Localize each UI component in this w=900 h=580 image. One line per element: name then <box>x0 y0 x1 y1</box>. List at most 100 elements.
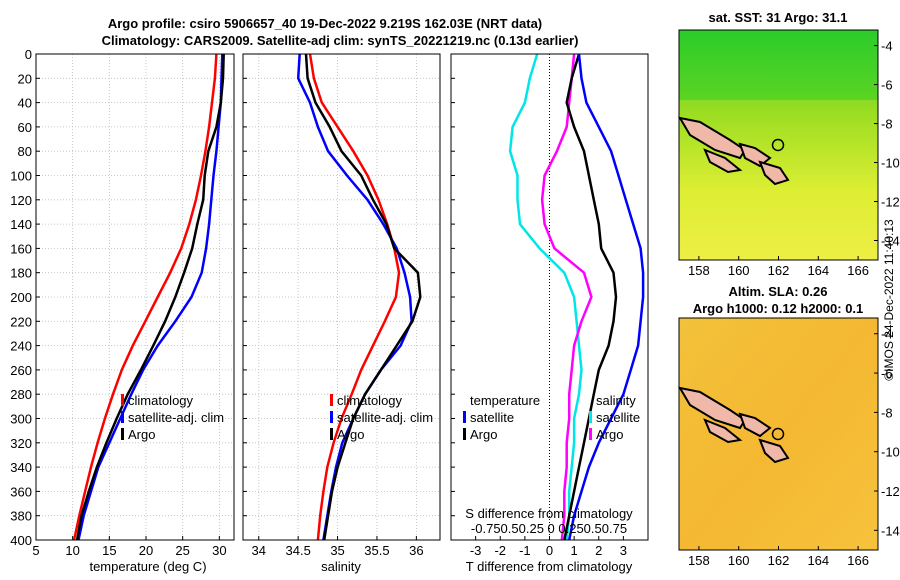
map-x-tick-label: 164 <box>807 263 829 278</box>
y-tick-label: 320 <box>10 436 32 451</box>
difference-legend: temperature satellite Argo salinity sate… <box>463 393 640 442</box>
y-tick-label: 80 <box>18 144 32 159</box>
map-y-tick-label: -6 <box>881 78 893 93</box>
series-satellite-adj-clim <box>77 53 224 541</box>
y-tick-label: 180 <box>10 266 32 281</box>
map-x-tick-label: 162 <box>768 553 790 568</box>
legend-label-argo: Argo <box>128 427 155 442</box>
x-tick-label: -3 <box>470 543 482 558</box>
legend-swatch-argo <box>330 428 333 440</box>
figure-title-line1: Argo profile: csiro 5906657_40 19-Dec-20… <box>108 16 542 31</box>
sst-island-3 <box>758 160 790 186</box>
x-tick-label: -2 <box>494 543 506 558</box>
series-satellite-adj-clim <box>296 53 413 541</box>
y-tick-label: 360 <box>10 484 32 499</box>
x-tick-label: 0 <box>546 543 553 558</box>
map-y-tick-label: -4 <box>881 327 893 342</box>
x-tick-label: 30 <box>212 543 226 558</box>
legend-swatch-s-argo <box>589 428 592 440</box>
sla-island-3 <box>758 438 790 464</box>
x-tick-label: 34 <box>252 543 266 558</box>
legend-label-t-argo: Argo <box>470 427 497 442</box>
map-y-tick-label: -8 <box>881 117 893 132</box>
x-tick-label: 34.5 <box>286 543 311 558</box>
sst-map-ticks: 158 160 162 164 166 -4 -6 -8 -10 -12 -14 <box>688 39 900 278</box>
map-x-tick-label: 160 <box>728 263 750 278</box>
x-tick-label: 25 <box>175 543 189 558</box>
difference-panel: -3 -2 -1 0 1 2 3 <box>450 53 649 558</box>
y-tick-label: 380 <box>10 509 32 524</box>
series-argo <box>75 53 225 541</box>
y-tick-label: 160 <box>10 241 32 256</box>
x-tick-label: 15 <box>102 543 116 558</box>
sla-island-2 <box>738 412 772 438</box>
sla-map-ticks: 158 160 162 164 166 -4 -6 -8 -10 -12 -14 <box>688 327 900 568</box>
x-tick-label: 3 <box>620 543 627 558</box>
y-tick-label: 220 <box>10 314 32 329</box>
legend-swatch-t-argo <box>463 428 466 440</box>
x-tick-label: 1 <box>571 543 578 558</box>
sla-map-title: Altim. SLA: 0.26 <box>729 284 828 299</box>
legend-swatch-s-satellite <box>589 411 592 423</box>
y-tick-label: 120 <box>10 193 32 208</box>
map-x-tick-label: 158 <box>688 263 710 278</box>
legend-swatch-argo <box>121 428 124 440</box>
x-tick-label: 36 <box>409 543 423 558</box>
map-y-tick-label: -4 <box>881 39 893 54</box>
map-y-tick-label: -12 <box>881 484 900 499</box>
y-tick-label: 400 <box>10 533 32 548</box>
map-y-tick-label: -8 <box>881 405 893 420</box>
sst-field-warm-band <box>679 30 878 100</box>
map-x-tick-label: 166 <box>847 263 869 278</box>
y-tick-label: 300 <box>10 412 32 427</box>
sla-map: Altim. SLA: 0.26 Argo h1000: 0.12 h2000:… <box>678 284 900 568</box>
y-tick-label: 40 <box>18 96 32 111</box>
salinity-xlabel: salinity <box>321 559 361 574</box>
series-s-argo <box>540 53 593 541</box>
legend-title-temperature: temperature <box>470 393 540 408</box>
map-y-tick-label: -14 <box>881 234 900 249</box>
salinity-panel: 34 34.5 35 35.5 36 <box>242 53 441 558</box>
map-y-tick-label: -12 <box>881 195 900 210</box>
legend-label-argo: Argo <box>337 427 364 442</box>
sst-island-2 <box>738 142 772 168</box>
y-tick-label: 340 <box>10 460 32 475</box>
sst-map: sat. SST: 31 Argo: 31.1 158 160 162 164 166-… <box>678 10 900 278</box>
y-tick-label: 200 <box>10 290 32 305</box>
map-y-tick-label: -14 <box>881 523 900 538</box>
legend-swatch-climatology <box>121 394 124 406</box>
temperature-legend: climatology satellite-adj. clim Argo <box>121 393 224 442</box>
map-x-tick-label: 164 <box>807 553 829 568</box>
figure-title-line2: Climatology: CARS2009. Satellite-adj cli… <box>102 33 579 48</box>
y-tick-label: 60 <box>18 120 32 135</box>
legend-label-s-satellite: satellite <box>596 410 640 425</box>
series-s-satellite <box>567 53 645 541</box>
y-tick-label: 280 <box>10 387 32 402</box>
series-climatology <box>72 53 218 541</box>
x-tick-label: -1 <box>519 543 531 558</box>
sst-map-title: sat. SST: 31 Argo: 31.1 <box>709 10 848 25</box>
series-t-argo <box>563 53 618 541</box>
legend-label-climatology: climatology <box>337 393 403 408</box>
x-tick-label: 35 <box>330 543 344 558</box>
legend-swatch-satellite <box>121 411 124 423</box>
x-tick-label: 35.5 <box>364 543 389 558</box>
legend-label-climatology: climatology <box>128 393 194 408</box>
x-tick-label: 20 <box>139 543 153 558</box>
sla-map-subtitle: Argo h1000: 0.12 h2000: 0.1 <box>693 301 864 316</box>
map-x-tick-label: 158 <box>688 553 710 568</box>
x-tick-label: 5 <box>32 543 39 558</box>
difference-xlabel: T difference from climatology <box>466 559 633 574</box>
salinity-legend: climatology satellite-adj. clim Argo <box>330 393 433 442</box>
sla-argo-marker <box>771 427 785 441</box>
temperature-panel: 5 10 15 20 25 3002040608010012014016018020022… <box>10 47 235 558</box>
series-climatology <box>308 53 401 541</box>
y-tick-label: 20 <box>18 71 32 86</box>
imos-credit: ©IMOS 24-Dec-2022 11:40:13 <box>882 219 896 381</box>
sla-island-1 <box>678 386 747 430</box>
sla-field <box>679 318 878 550</box>
x-tick-label: 2 <box>595 543 602 558</box>
sst-island-4 <box>703 148 743 174</box>
y-tick-label: 0 <box>25 47 32 62</box>
series-argo <box>304 53 422 541</box>
